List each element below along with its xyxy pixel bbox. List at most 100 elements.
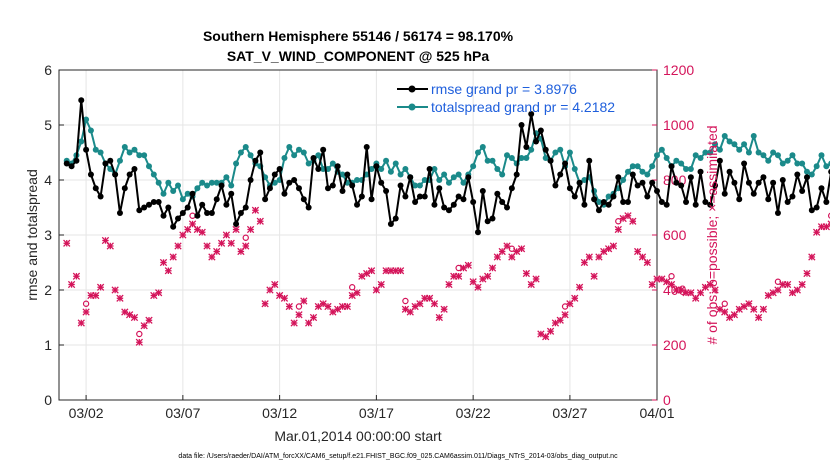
obs-point xyxy=(77,319,85,327)
totalspread-point xyxy=(83,116,90,123)
rmse-point xyxy=(803,174,810,181)
totalspread-point xyxy=(624,168,631,175)
rmse-point xyxy=(73,157,80,164)
totalspread-point xyxy=(126,149,133,156)
rmse-point xyxy=(600,199,607,205)
obs-point xyxy=(92,291,100,300)
totalspread-point xyxy=(683,166,690,172)
totalspread-point xyxy=(595,199,602,205)
rmse-point xyxy=(175,215,182,222)
obs-possible-point xyxy=(136,330,143,338)
obs-point xyxy=(295,311,303,319)
obs-point xyxy=(82,308,90,316)
rmse-point xyxy=(702,199,709,205)
rmse-point xyxy=(160,212,167,219)
totalspread-point xyxy=(813,163,820,170)
rmse-point xyxy=(213,196,220,203)
totalspread-point xyxy=(702,149,709,156)
rmse-point xyxy=(557,171,564,178)
rmse-point xyxy=(218,182,225,189)
obs-point xyxy=(798,280,806,289)
left-tick-label: 1 xyxy=(44,337,52,353)
rmse-point xyxy=(479,188,486,194)
rmse-point xyxy=(339,188,346,194)
rmse-point xyxy=(586,157,593,164)
legend-marker-totalspread xyxy=(408,103,416,111)
totalspread-point xyxy=(281,155,288,161)
totalspread-point xyxy=(228,182,235,189)
rmse-point xyxy=(794,171,801,178)
totalspread-point xyxy=(750,133,757,139)
totalspread-point xyxy=(436,177,443,183)
chart-title: Southern Hemisphere 55146 / 56174 = 98.1… xyxy=(203,28,514,44)
rmse-point xyxy=(136,207,143,214)
rmse-point xyxy=(189,190,196,197)
right-tick-label: 200 xyxy=(663,337,687,353)
totalspread-point xyxy=(581,177,588,183)
x-tick-label: 03/07 xyxy=(165,405,200,421)
rmse-point xyxy=(663,201,670,208)
totalspread-point xyxy=(300,149,307,156)
rmse-point xyxy=(547,157,554,164)
obs-point xyxy=(203,242,211,250)
rmse-point xyxy=(421,193,428,200)
rmse-point xyxy=(537,127,544,134)
rmse-point xyxy=(150,199,157,205)
obs-point xyxy=(72,272,81,280)
totalspread-point xyxy=(416,182,423,189)
rmse-point xyxy=(460,196,467,203)
rmse-point xyxy=(358,193,365,200)
totalspread-point xyxy=(470,163,477,170)
totalspread-point xyxy=(383,157,390,164)
totalspread-point xyxy=(731,141,738,148)
rmse-point xyxy=(489,215,496,222)
totalspread-point xyxy=(455,171,462,178)
obs-point xyxy=(188,220,197,228)
chart-subtitle: SAT_V_WIND_COMPONENT @ 525 hPa xyxy=(227,48,490,64)
rmse-point xyxy=(765,196,772,203)
totalspread-point xyxy=(605,193,612,200)
totalspread-point xyxy=(131,146,138,153)
totalspread-point xyxy=(92,146,99,153)
rmse-point xyxy=(518,122,525,128)
obs-point xyxy=(256,217,264,225)
rmse-point xyxy=(779,177,786,183)
legend-item-rmse: rmse grand pr = 3.8976 xyxy=(397,81,577,97)
totalspread-point xyxy=(673,157,680,164)
rmse-point xyxy=(808,207,815,214)
totalspread-point xyxy=(479,144,486,150)
totalspread-point xyxy=(649,163,656,170)
rmse-point xyxy=(266,185,273,192)
obs-point xyxy=(63,239,71,247)
totalspread-point xyxy=(726,138,733,145)
totalspread-point xyxy=(179,196,186,203)
rmse-point xyxy=(658,199,665,205)
obs-point xyxy=(827,220,830,228)
totalspread-point xyxy=(620,177,627,183)
right-tick-label: 1000 xyxy=(663,117,694,133)
rmse-series xyxy=(63,97,830,236)
totalspread-point xyxy=(78,138,85,145)
obs-series xyxy=(63,206,830,346)
rmse-point xyxy=(102,160,109,167)
totalspread-point xyxy=(286,144,293,150)
totalspread-point xyxy=(542,155,549,161)
totalspread-point xyxy=(692,152,699,159)
rmse-point xyxy=(170,223,177,230)
rmse-point xyxy=(745,179,752,186)
rmse-point xyxy=(165,204,172,211)
right-tick-label: 600 xyxy=(663,227,687,243)
rmse-point xyxy=(818,185,825,192)
rmse-point xyxy=(68,163,75,170)
obs-point xyxy=(372,286,381,294)
totalspread-point xyxy=(460,179,467,186)
rmse-point xyxy=(736,196,743,203)
rmse-point xyxy=(533,138,540,145)
totalspread-point xyxy=(654,152,660,159)
obs-point xyxy=(430,300,439,308)
left-tick-label: 3 xyxy=(44,227,52,243)
obs-point xyxy=(246,225,255,234)
rmse-point xyxy=(184,204,191,211)
totalspread-point xyxy=(165,179,172,186)
obs-point xyxy=(155,289,163,297)
